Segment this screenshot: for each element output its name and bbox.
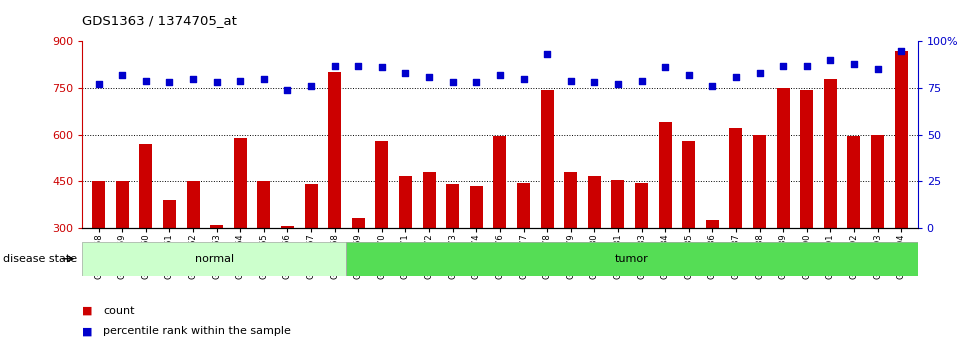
- Bar: [376, 141, 388, 321]
- Point: [492, 72, 508, 78]
- Text: tumor: tumor: [615, 254, 649, 264]
- Point: [846, 61, 862, 67]
- Point: [115, 72, 130, 78]
- Point: [823, 57, 838, 63]
- Text: ■: ■: [82, 326, 93, 336]
- Bar: [211, 225, 223, 321]
- Point: [869, 67, 885, 72]
- Point: [374, 65, 389, 70]
- Point: [327, 63, 342, 68]
- Point: [469, 80, 484, 85]
- Bar: [847, 136, 861, 321]
- Text: normal: normal: [195, 254, 234, 264]
- Text: disease state: disease state: [3, 254, 77, 264]
- Bar: [347, 241, 918, 276]
- Bar: [82, 241, 347, 276]
- Point: [563, 78, 579, 83]
- Point: [586, 80, 602, 85]
- Point: [728, 74, 744, 80]
- Point: [776, 63, 791, 68]
- Bar: [895, 51, 908, 321]
- Bar: [257, 181, 270, 321]
- Bar: [494, 136, 506, 321]
- Bar: [588, 176, 601, 321]
- Bar: [682, 141, 696, 321]
- Point: [704, 83, 720, 89]
- Bar: [446, 184, 459, 321]
- Point: [233, 78, 248, 83]
- Point: [209, 80, 224, 85]
- Point: [256, 76, 271, 81]
- Point: [611, 81, 626, 87]
- Bar: [116, 181, 128, 321]
- Bar: [635, 183, 648, 321]
- Point: [421, 74, 437, 80]
- Bar: [82, 241, 347, 276]
- Bar: [659, 122, 671, 321]
- Point: [138, 78, 154, 83]
- Point: [539, 52, 554, 57]
- Point: [894, 48, 909, 53]
- Bar: [753, 135, 766, 321]
- Point: [681, 72, 696, 78]
- Point: [516, 76, 531, 81]
- Point: [398, 70, 413, 76]
- Bar: [777, 88, 789, 321]
- Bar: [564, 172, 578, 321]
- Point: [658, 65, 673, 70]
- Text: ■: ■: [82, 306, 93, 315]
- Point: [799, 63, 814, 68]
- Bar: [517, 183, 530, 321]
- Bar: [800, 89, 813, 321]
- Bar: [541, 89, 554, 321]
- Bar: [186, 181, 200, 321]
- Text: count: count: [103, 306, 135, 315]
- Bar: [422, 172, 436, 321]
- Bar: [281, 226, 294, 321]
- Bar: [347, 241, 918, 276]
- Bar: [304, 184, 318, 321]
- Bar: [611, 179, 624, 321]
- Bar: [163, 200, 176, 321]
- Point: [280, 87, 296, 92]
- Point: [161, 80, 177, 85]
- Bar: [469, 186, 483, 321]
- Point: [634, 78, 649, 83]
- Bar: [139, 144, 153, 321]
- Point: [445, 80, 461, 85]
- Point: [185, 76, 201, 81]
- Bar: [328, 72, 341, 321]
- Bar: [234, 138, 246, 321]
- Text: GDS1363 / 1374705_at: GDS1363 / 1374705_at: [82, 14, 237, 27]
- Point: [303, 83, 319, 89]
- Bar: [871, 135, 884, 321]
- Bar: [706, 220, 719, 321]
- Text: percentile rank within the sample: percentile rank within the sample: [103, 326, 291, 336]
- Point: [351, 63, 366, 68]
- Bar: [92, 181, 105, 321]
- Bar: [399, 176, 412, 321]
- Bar: [729, 128, 743, 321]
- Bar: [352, 218, 365, 321]
- Point: [91, 81, 106, 87]
- Bar: [824, 79, 837, 321]
- Point: [752, 70, 767, 76]
